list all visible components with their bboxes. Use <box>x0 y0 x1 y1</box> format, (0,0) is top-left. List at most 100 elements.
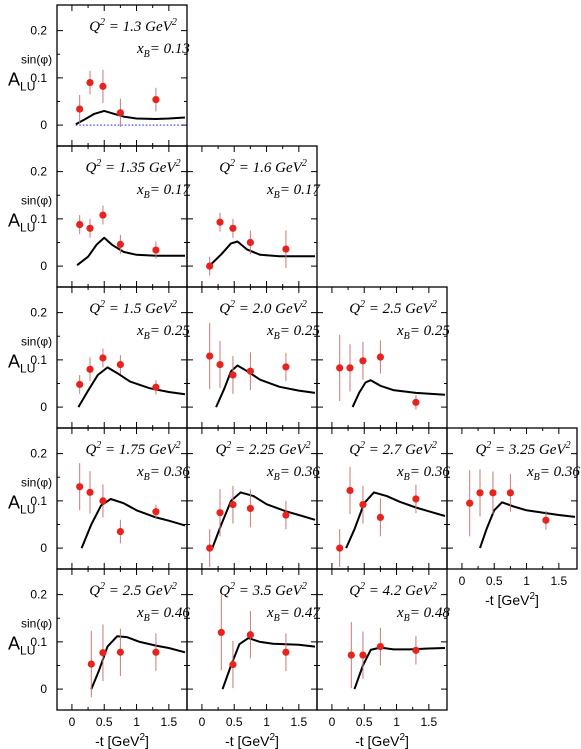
y-tick-label: 0.2 <box>30 447 47 461</box>
data-point <box>246 238 254 247</box>
data-point <box>99 354 107 362</box>
q2-label: Q2 = 2.25 GeV2 <box>215 440 310 458</box>
tick-marks <box>447 428 577 569</box>
xb-label: xB= 0.48 <box>396 605 450 624</box>
data-point <box>99 649 107 657</box>
data-point <box>116 648 124 656</box>
data-point <box>229 660 237 669</box>
q2-label: Q2 = 1.3 GeV2 <box>89 17 177 35</box>
data-point <box>489 489 497 497</box>
data-point <box>216 509 224 517</box>
data-point <box>376 353 384 361</box>
y-tick-label: 0.1 <box>30 494 47 508</box>
tick-marks <box>187 569 317 710</box>
tick-marks <box>187 146 317 287</box>
data-point <box>217 628 225 637</box>
y-tick-label: 0 <box>40 400 47 414</box>
data-point <box>206 262 214 270</box>
q2-label: Q2 = 1.75 GeV2 <box>85 440 180 458</box>
xb-label: xB= 0.47 <box>266 605 321 624</box>
panel-10: Q2 = 3.25 GeV2 xB= 0.36 0 0.5 1 1.5 -t [GeV2] <box>446 427 580 608</box>
x-axis-label: -t [GeV2] <box>95 732 149 749</box>
panel-11: Q2 = 2.5 GeV2 xB= 0.46 0 0.1 0.2 ALU sin(φ) 0 0.… <box>8 568 190 749</box>
panel-6: Q2 = 2.5 GeV2 xB= 0.25 <box>316 286 450 429</box>
panel-9: Q2 = 2.7 GeV2 xB= 0.36 <box>316 427 450 570</box>
model-curve <box>75 109 186 126</box>
y-axis-label: ALU <box>8 211 35 235</box>
y-tick-label: 0.2 <box>30 588 47 602</box>
x-tick-label: 1 <box>133 715 140 729</box>
data-point <box>152 95 160 104</box>
x-tick-label: 0.5 <box>486 574 503 588</box>
model-curve <box>209 240 315 267</box>
y-axis-superscript: sin(φ) <box>21 335 52 349</box>
data-point <box>206 352 214 360</box>
data-point <box>152 648 160 656</box>
data-point <box>346 486 354 495</box>
y-axis-superscript: sin(φ) <box>21 476 52 490</box>
data-point <box>86 365 94 373</box>
data-point <box>76 483 84 491</box>
y-axis-superscript: sin(φ) <box>21 53 52 67</box>
tick-marks <box>57 287 187 428</box>
x-axis-label: -t [GeV2] <box>355 732 409 749</box>
model-curve <box>211 491 316 549</box>
data-point <box>216 218 224 226</box>
x-tick-label: 1 <box>263 715 270 729</box>
data-point <box>506 489 514 497</box>
model-curve <box>353 646 446 690</box>
data-point <box>116 527 124 536</box>
x-tick-label: 1.5 <box>161 715 178 729</box>
panel-13: Q2 = 4.2 GeV2 xB= 0.48 0 0.5 1 1.5 -t [GeV2] <box>316 568 450 749</box>
data-point <box>282 648 290 656</box>
y-axis-label: ALU <box>8 634 35 658</box>
xb-label: xB= 0.46 <box>136 605 190 624</box>
x-tick-label: 1 <box>393 715 400 729</box>
x-tick-label: 1 <box>523 574 530 588</box>
q2-label: Q2 = 1.5 GeV2 <box>89 299 177 317</box>
data-point <box>376 642 384 651</box>
y-axis-label: ALU <box>8 352 35 376</box>
q2-label: Q2 = 2.5 GeV2 <box>89 581 177 599</box>
data-point <box>152 508 160 516</box>
panel-4: Q2 = 1.5 GeV2 xB= 0.25 0 0.1 0.2 ALU sin(φ) <box>8 286 190 429</box>
panel-8: Q2 = 2.25 GeV2 xB= 0.36 <box>186 427 320 570</box>
x-tick-label: 0 <box>329 715 336 729</box>
q2-label: Q2 = 4.2 GeV2 <box>349 581 437 599</box>
q2-label: Q2 = 3.5 GeV2 <box>219 581 307 599</box>
data-point <box>246 504 254 513</box>
data-point <box>99 497 107 505</box>
panel-frame <box>316 568 448 711</box>
data-point <box>76 380 84 389</box>
model-curve <box>215 364 316 408</box>
xb-label: xB= 0.36 <box>526 464 580 483</box>
x-tick-label: 1.5 <box>551 574 568 588</box>
xb-label: xB= 0.36 <box>136 464 190 483</box>
q2-label: Q2 = 3.25 GeV2 <box>475 440 570 458</box>
q2-label: Q2 = 2.7 GeV2 <box>349 440 437 458</box>
data-point <box>152 383 160 391</box>
xb-label: xB= 0.36 <box>266 464 320 483</box>
xb-label: xB= 0.36 <box>396 464 450 483</box>
model-curve <box>221 637 316 690</box>
x-tick-label: 0 <box>199 715 206 729</box>
q2-label: Q2 = 1.35 GeV2 <box>85 158 180 176</box>
xb-label: xB= 0.17 <box>136 182 191 201</box>
model-curve <box>479 501 576 549</box>
data-point <box>76 220 84 229</box>
data-point <box>86 78 94 87</box>
data-point <box>116 240 124 248</box>
y-tick-label: 0.2 <box>30 24 47 38</box>
panel-frame <box>446 427 578 570</box>
data-point <box>86 224 94 232</box>
x-tick-label: 0.5 <box>356 715 373 729</box>
data-point <box>336 364 344 372</box>
model-curve <box>90 635 186 690</box>
q2-label: Q2 = 2.5 GeV2 <box>349 299 437 317</box>
x-tick-label: 0 <box>69 715 76 729</box>
panel-3: Q2 = 1.6 GeV2 xB= 0.17 <box>186 145 321 288</box>
x-tick-label: 0.5 <box>226 715 243 729</box>
model-curve <box>80 498 186 549</box>
y-tick-label: 0 <box>40 541 47 555</box>
